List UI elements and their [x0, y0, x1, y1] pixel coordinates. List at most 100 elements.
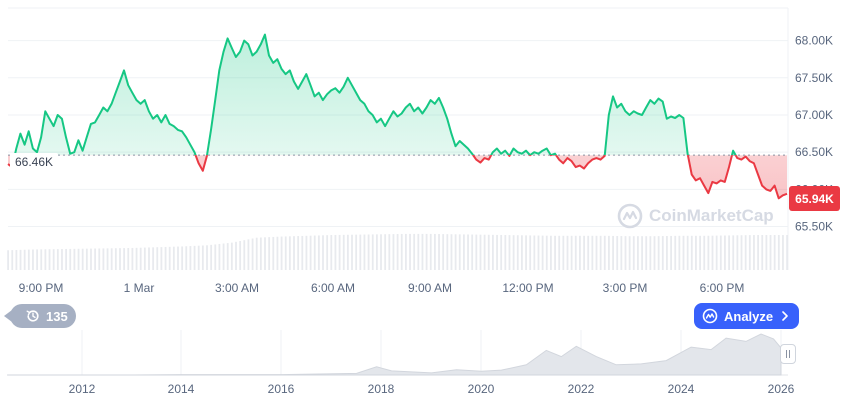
volume-bar — [603, 235, 606, 270]
volume-bar — [110, 248, 113, 270]
volume-bar — [276, 236, 279, 270]
volume-bar — [487, 234, 490, 270]
volume-bar — [657, 236, 660, 270]
volume-bar — [707, 235, 710, 270]
history-count-pill[interactable]: 135 — [4, 304, 76, 328]
volume-bar — [65, 248, 68, 270]
volume-bar — [715, 235, 718, 270]
y-tick-label: 68.00K — [795, 34, 833, 48]
volume-bar — [429, 233, 432, 270]
coinmarketcap-logo-icon — [617, 203, 643, 229]
volume-bar — [674, 235, 677, 270]
analyze-button[interactable]: Analyze — [694, 303, 800, 329]
volume-bar — [661, 236, 664, 270]
volume-bar — [467, 234, 469, 270]
volume-bar — [280, 236, 283, 270]
volume-bar — [85, 248, 88, 270]
volume-bar — [106, 248, 109, 270]
volume-bar — [595, 235, 598, 270]
volume-bar — [239, 240, 242, 270]
x-tick-label: 6:00 AM — [311, 281, 355, 295]
volume-bar — [392, 234, 395, 270]
x-tick-label: 1 Mar — [124, 281, 155, 295]
volume-bar — [27, 249, 30, 270]
volume-bar — [492, 234, 494, 270]
volume-bar — [206, 245, 208, 270]
volume-bar — [620, 236, 623, 270]
volume-bar — [301, 235, 304, 270]
volume-bar — [608, 235, 610, 270]
volume-bar — [102, 248, 105, 270]
volume-bar — [230, 242, 233, 270]
volume-bar — [152, 247, 155, 270]
volume-bar — [342, 234, 345, 270]
volume-bar — [197, 245, 200, 270]
volume-bar — [131, 247, 134, 270]
volume-bar — [7, 250, 9, 270]
volume-bar — [305, 235, 308, 270]
volume-bar — [247, 239, 250, 270]
volume-bar — [703, 235, 706, 270]
volume-bar — [782, 235, 784, 270]
x-tick-label: 6:00 PM — [700, 281, 745, 295]
volume-bar — [185, 246, 188, 270]
volume-bar — [351, 234, 353, 270]
volume-bar — [32, 249, 34, 270]
volume-bar — [649, 236, 652, 270]
volume-bar — [562, 235, 565, 270]
navigator-range-handle[interactable] — [780, 344, 796, 364]
volume-bar — [736, 235, 739, 270]
volume-bar — [711, 235, 714, 270]
volume-bar — [516, 235, 519, 270]
volume-bar — [570, 235, 573, 270]
volume-bar — [777, 235, 780, 270]
volume-bar — [512, 235, 515, 270]
volume-bar — [504, 235, 507, 270]
coinmarketcap-watermark: CoinMarketCap — [617, 203, 774, 229]
volume-bar — [690, 235, 693, 270]
volume-bar — [628, 236, 631, 270]
volume-bar — [761, 235, 764, 270]
volume-bar — [388, 234, 391, 270]
volume-bar — [297, 236, 300, 270]
volume-bar — [11, 250, 14, 270]
volume-bar — [479, 234, 482, 270]
volume-bar — [94, 248, 97, 270]
volume-bar — [753, 235, 755, 270]
volume-bar — [566, 235, 569, 270]
volume-bar — [450, 234, 453, 270]
volume-bar — [748, 235, 751, 270]
volume-bar — [699, 235, 701, 270]
navigator-year-label: 2024 — [668, 382, 695, 396]
navigator-area — [7, 333, 782, 376]
volume-bar — [15, 249, 18, 270]
history-clock-icon — [26, 310, 39, 322]
navigator-year-label: 2018 — [368, 382, 395, 396]
y-tick-label: 65.50K — [795, 220, 833, 234]
volume-bar — [786, 235, 788, 270]
volume-bar — [773, 235, 776, 270]
volume-bar — [371, 234, 374, 270]
navigator-year-label: 2026 — [768, 382, 795, 396]
volume-bar — [355, 234, 358, 270]
volume-bar — [23, 249, 26, 270]
volume-bar — [346, 234, 349, 270]
volume-bar — [156, 247, 159, 270]
x-tick-label: 12:00 PM — [502, 281, 553, 295]
volume-bar — [98, 248, 101, 270]
volume-bar — [583, 235, 585, 270]
volume-bar — [19, 249, 22, 270]
volume-bar — [48, 249, 51, 270]
volume-bar — [641, 236, 643, 270]
volume-bar — [264, 237, 266, 270]
volume-bar — [193, 245, 196, 270]
volume-bar — [678, 235, 681, 270]
volume-bar — [637, 236, 639, 270]
volume-bar — [624, 236, 627, 270]
volume-bar — [375, 234, 378, 270]
volume-bar — [330, 235, 333, 270]
volume-bar — [40, 249, 43, 270]
volume-bar — [123, 248, 126, 270]
volume-bar — [293, 236, 295, 270]
